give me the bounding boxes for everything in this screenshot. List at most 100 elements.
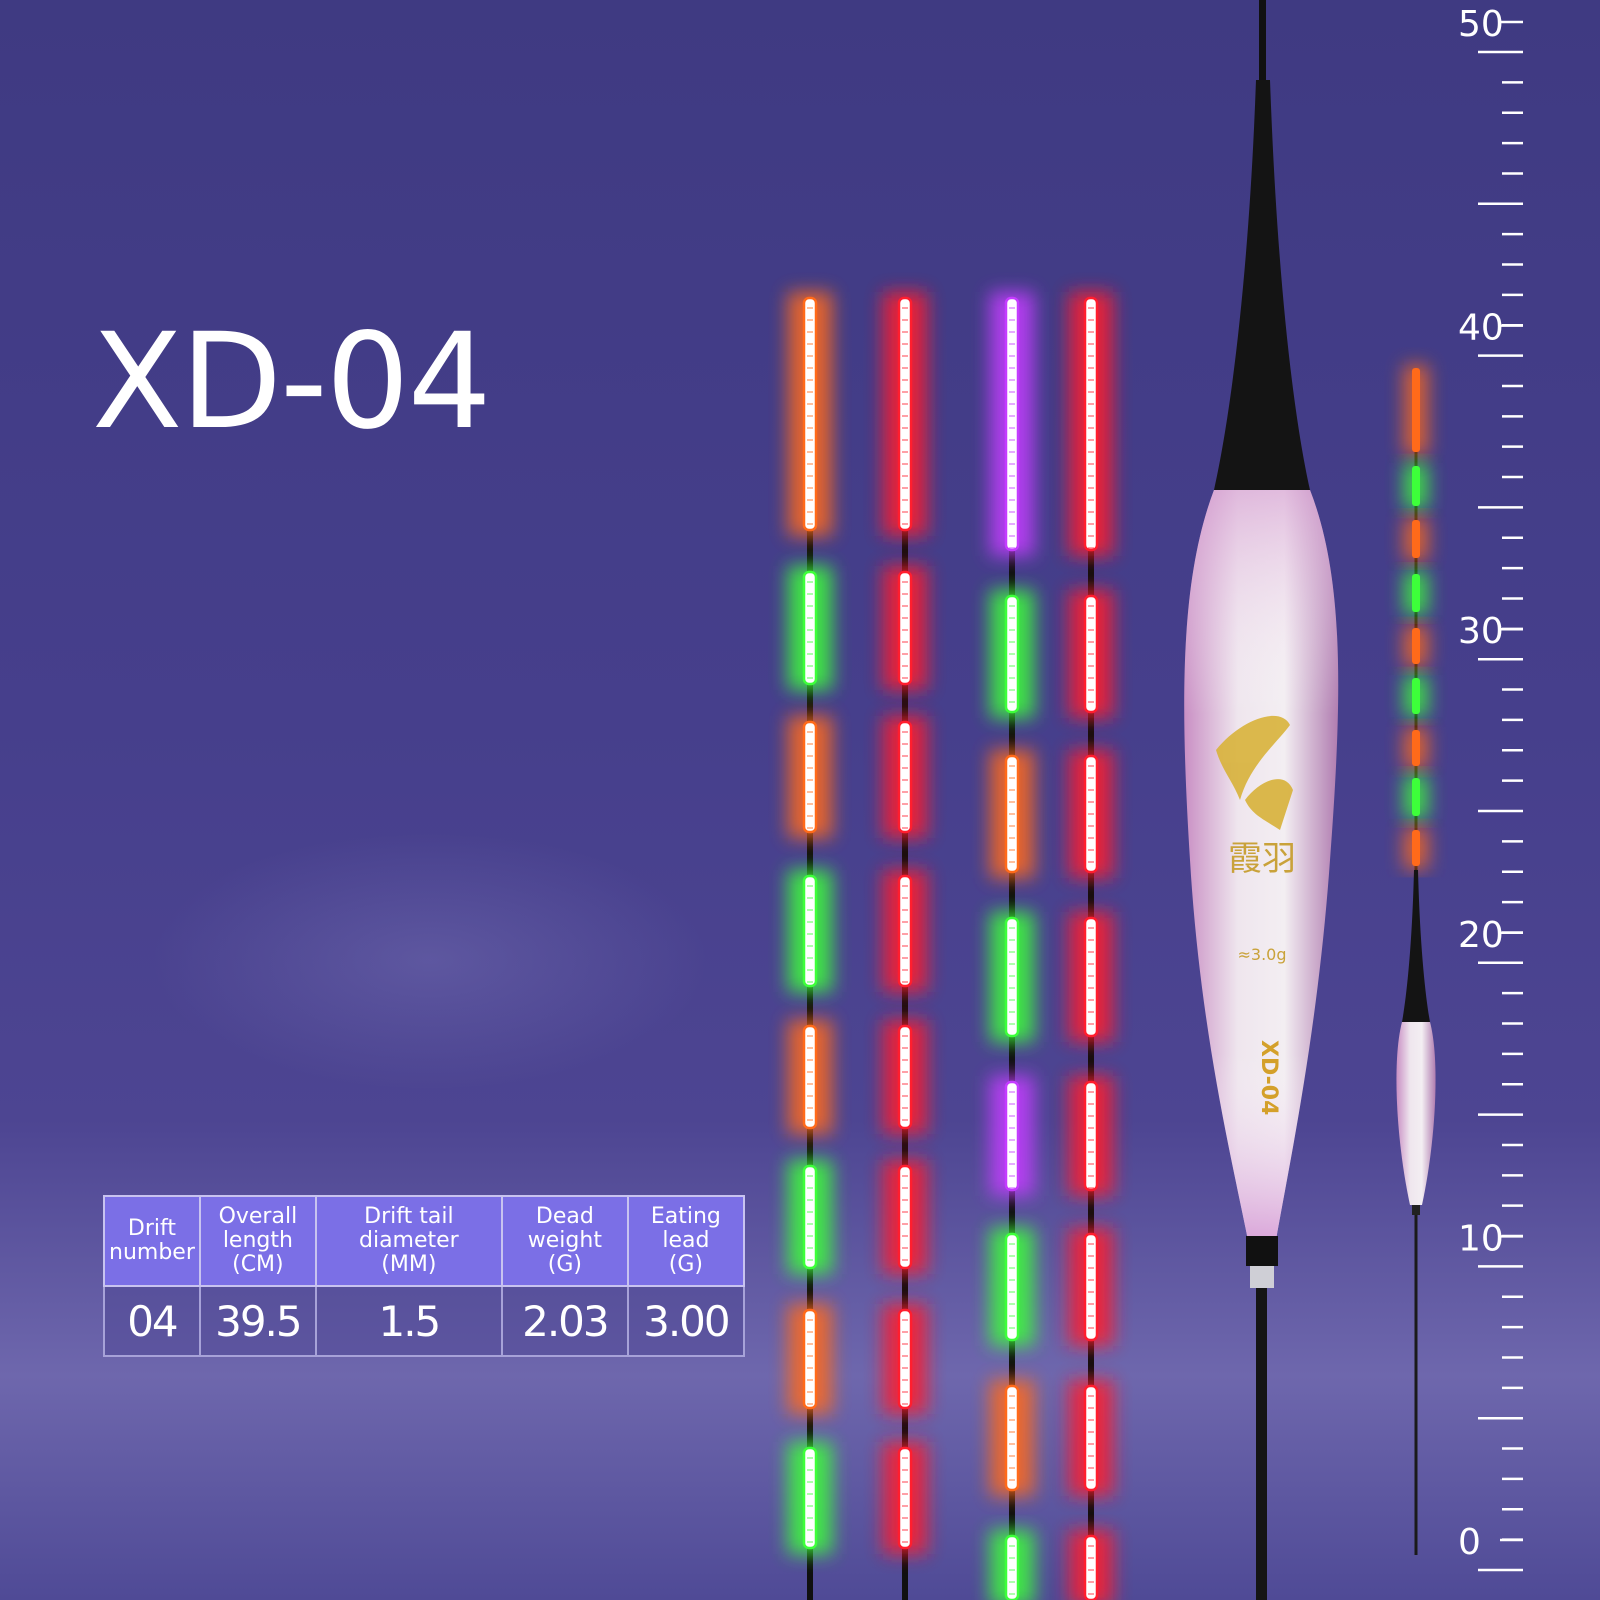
small-tail-segment bbox=[1412, 730, 1420, 766]
header-drift-number: Drift number bbox=[103, 1195, 201, 1287]
small-tail-segment bbox=[1412, 628, 1420, 664]
tail-segment bbox=[804, 572, 816, 684]
tail-segment-outline bbox=[1083, 754, 1099, 874]
tail-segment-outline bbox=[1083, 1232, 1099, 1342]
float-antenna bbox=[1259, 0, 1266, 90]
tail-segment bbox=[899, 1166, 911, 1268]
tail-segment bbox=[804, 1026, 816, 1128]
ruler: 50 40 30 20 10 0 bbox=[1458, 4, 1523, 1572]
float-ring-black bbox=[1246, 1236, 1278, 1266]
tail-segment-outline bbox=[1004, 594, 1020, 714]
tail-segment bbox=[899, 298, 911, 530]
small-float-cone bbox=[1402, 870, 1430, 1022]
tail-segment bbox=[804, 1166, 816, 1268]
tail-segment-outline bbox=[1083, 1534, 1099, 1600]
tail-segment bbox=[1085, 1234, 1097, 1340]
tail-segment bbox=[899, 1448, 911, 1548]
float-model-label: XD-04 bbox=[1256, 1040, 1281, 1115]
tail-segment bbox=[1085, 1386, 1097, 1490]
tail-segment-outline bbox=[897, 1164, 913, 1270]
tail-segment-outline bbox=[802, 874, 818, 988]
tail-segment-outline bbox=[1083, 296, 1099, 552]
tail-segment-outline bbox=[802, 1446, 818, 1550]
small-tail-segment bbox=[1412, 520, 1420, 558]
float-stem bbox=[1256, 1288, 1267, 1600]
header-unit: (MM) bbox=[381, 1252, 437, 1277]
tail-segment-outline bbox=[1004, 1232, 1020, 1342]
value-drift-number: 04 bbox=[103, 1285, 201, 1357]
tail-segment bbox=[1006, 918, 1018, 1036]
tail-segment-outline bbox=[802, 720, 818, 834]
background-haze bbox=[150, 830, 710, 1090]
tail-segment-outline bbox=[1083, 1384, 1099, 1492]
tail-segment-outline bbox=[897, 296, 913, 532]
large-float: 霞羽 ≈3.0g XD-04 bbox=[1184, 0, 1339, 1600]
header-line: number bbox=[109, 1240, 195, 1265]
small-float-body bbox=[1396, 1022, 1436, 1205]
tail-segment bbox=[1006, 1234, 1018, 1340]
small-float-ring bbox=[1412, 1205, 1420, 1215]
float-brand-chars: 霞羽 bbox=[1228, 839, 1296, 879]
small-tail-segment bbox=[1412, 466, 1420, 506]
small-tail-segment bbox=[1412, 678, 1420, 714]
ruler-label: 10 bbox=[1458, 1218, 1504, 1259]
tail-segment-outline bbox=[897, 874, 913, 988]
small-tail-segment bbox=[1412, 574, 1420, 612]
header-line: weight bbox=[527, 1228, 602, 1253]
header-tail-diameter: Drift tail diameter (MM) bbox=[314, 1195, 503, 1287]
ruler-label: 40 bbox=[1458, 308, 1504, 349]
ruler-label: 30 bbox=[1458, 611, 1504, 652]
tail-segment-outline bbox=[1083, 916, 1099, 1038]
small-float-stem bbox=[1414, 1215, 1418, 1555]
tail-segment-outline bbox=[1004, 1534, 1020, 1600]
float-weight-label: ≈3.0g bbox=[1237, 945, 1286, 964]
header-dead-weight: Dead weight (G) bbox=[500, 1195, 629, 1287]
tail-variants bbox=[788, 292, 1113, 1600]
value-eating-lead: 3.00 bbox=[626, 1285, 745, 1357]
tail-variant bbox=[1069, 292, 1113, 1600]
header-line: Dead bbox=[535, 1204, 594, 1229]
tail-segment-outline bbox=[1004, 1384, 1020, 1492]
specs-header-row: Drift number Overall length (CM) Drift tail… bbox=[103, 1195, 745, 1287]
header-eating-lead: Eating lead (G) bbox=[626, 1195, 745, 1287]
tail-segment bbox=[1085, 1082, 1097, 1190]
tail-segment-outline bbox=[897, 1024, 913, 1130]
tail-segment bbox=[1085, 918, 1097, 1036]
header-line: Eating bbox=[650, 1204, 721, 1229]
header-unit: (CM) bbox=[232, 1252, 284, 1277]
header-overall-length: Overall length (CM) bbox=[198, 1195, 317, 1287]
tail-variant bbox=[990, 292, 1034, 1600]
ruler-label: 20 bbox=[1458, 915, 1504, 956]
tail-variant bbox=[883, 292, 927, 1600]
tail-segment bbox=[899, 1026, 911, 1128]
tail-segment-outline bbox=[1004, 296, 1020, 552]
tail-segment-outline bbox=[1004, 754, 1020, 874]
header-line: lead bbox=[662, 1228, 710, 1253]
tail-segment-outline bbox=[1004, 1080, 1020, 1192]
small-float bbox=[1396, 365, 1436, 1555]
small-tail-rod bbox=[1414, 368, 1418, 878]
tail-segment-outline bbox=[802, 1164, 818, 1270]
tail-segment bbox=[1006, 298, 1018, 550]
tail-segment-outline bbox=[897, 720, 913, 834]
float-body-shading bbox=[1184, 490, 1339, 1240]
tail-segment bbox=[899, 572, 911, 684]
tail-segment-outline bbox=[897, 1308, 913, 1410]
tail-segment bbox=[899, 1310, 911, 1408]
tail-segment bbox=[1006, 1082, 1018, 1190]
specs-value-row: 04 39.5 1.5 2.03 3.00 bbox=[103, 1285, 745, 1357]
tail-segment-outline bbox=[802, 296, 818, 532]
tail-segment-outline bbox=[897, 570, 913, 686]
small-tail-segment bbox=[1412, 778, 1420, 816]
tail-segment bbox=[804, 1310, 816, 1408]
tail-segment bbox=[804, 298, 816, 530]
float-top-cone bbox=[1214, 80, 1310, 490]
model-title: XD-04 bbox=[92, 305, 492, 459]
fish-logo-icon bbox=[1216, 715, 1293, 830]
small-tail-segment bbox=[1412, 830, 1420, 866]
header-line: Drift bbox=[127, 1216, 176, 1241]
ruler-label: 0 bbox=[1458, 1522, 1481, 1563]
tail-variant bbox=[788, 292, 832, 1600]
value-tail-diameter: 1.5 bbox=[314, 1285, 503, 1357]
